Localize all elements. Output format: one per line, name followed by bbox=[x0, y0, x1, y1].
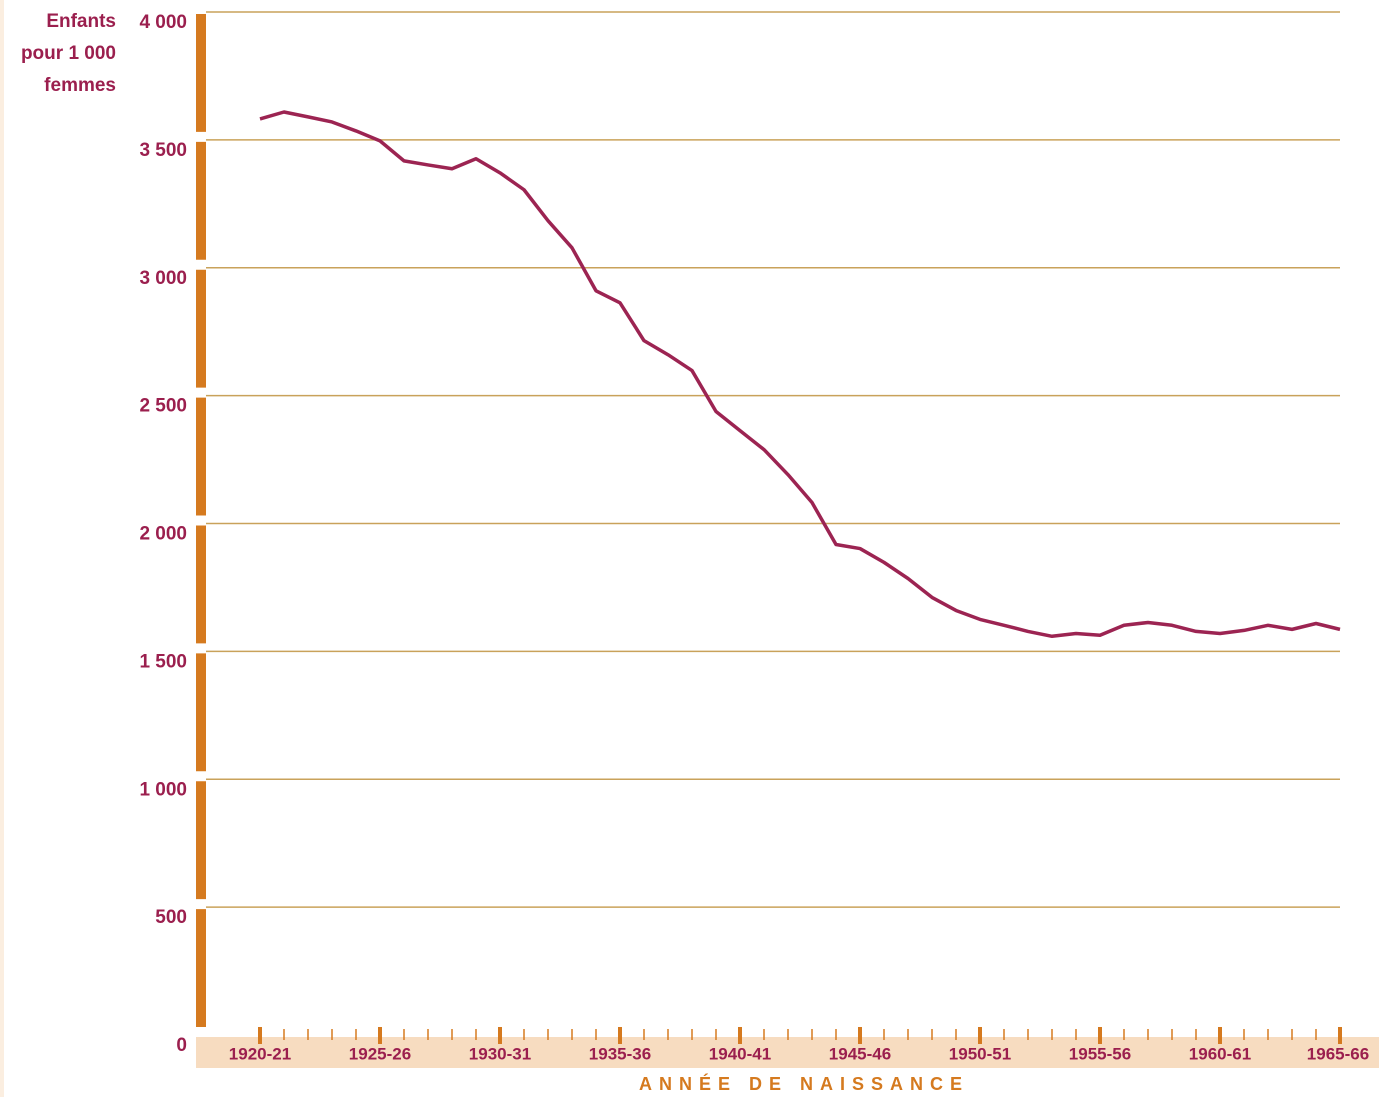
y-tick-label: 0 bbox=[176, 1035, 187, 1056]
y-axis-bar bbox=[196, 525, 206, 644]
y-axis-bar bbox=[196, 781, 206, 900]
y-axis-bar bbox=[196, 14, 206, 132]
x-tick-label: 1930-31 bbox=[469, 1044, 531, 1063]
y-axis-bar bbox=[196, 909, 206, 1027]
y-tick-label: 3 500 bbox=[139, 140, 187, 161]
y-axis-label: femmes bbox=[44, 75, 116, 96]
x-tick-label: 1960-61 bbox=[1189, 1044, 1251, 1063]
y-tick-label: 1 500 bbox=[139, 651, 187, 672]
x-tick-label: 1940-41 bbox=[709, 1044, 771, 1063]
data-line bbox=[259, 110, 1341, 639]
y-axis-bar bbox=[196, 653, 206, 772]
y-axis-label: Enfants bbox=[46, 11, 116, 32]
x-axis-band bbox=[196, 1037, 1379, 1068]
y-tick-label: 2 500 bbox=[139, 396, 187, 417]
y-axis-bar bbox=[196, 141, 206, 260]
y-tick-label: 2 000 bbox=[139, 524, 187, 545]
y-tick-label: 3 000 bbox=[139, 268, 187, 289]
x-tick-label: 1965-66 bbox=[1307, 1044, 1369, 1063]
x-tick-label: 1950-51 bbox=[949, 1044, 1011, 1063]
y-axis-label: pour 1 000 bbox=[21, 43, 116, 64]
y-tick-label: 500 bbox=[155, 907, 187, 928]
y-tick-label: 1 000 bbox=[139, 779, 187, 800]
x-tick-label: 1945-46 bbox=[829, 1044, 891, 1063]
y-axis-bar bbox=[196, 269, 206, 388]
y-tick-label: 4 000 bbox=[139, 12, 187, 33]
x-axis-label: ANNÉE DE NAISSANCE bbox=[639, 1073, 969, 1094]
x-tick-label: 1920-21 bbox=[229, 1044, 291, 1063]
y-axis-bar bbox=[196, 397, 206, 516]
x-tick-label: 1955-56 bbox=[1069, 1044, 1131, 1063]
x-tick-label: 1935-36 bbox=[589, 1044, 651, 1063]
x-tick-label: 1925-26 bbox=[349, 1044, 411, 1063]
edge-strip bbox=[0, 0, 4, 1097]
